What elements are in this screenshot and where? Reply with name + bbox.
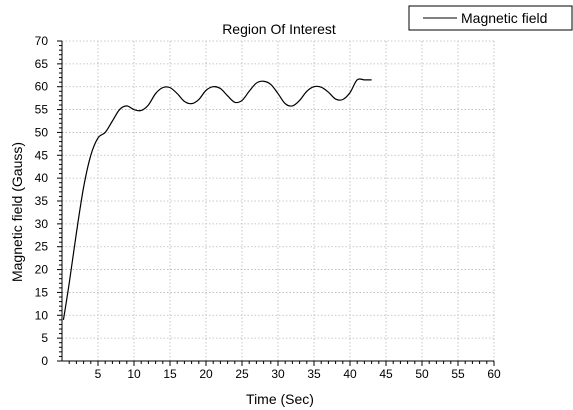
y-tick-label: 70: [35, 34, 49, 48]
y-tick-label: 40: [35, 171, 49, 185]
y-tick-label: 65: [35, 57, 49, 71]
y-tick-label: 10: [35, 308, 49, 322]
y-tick-label: 45: [35, 148, 49, 162]
x-tick-label: 20: [199, 367, 213, 381]
chart-title: Region Of Interest: [222, 21, 336, 37]
x-tick-label: 40: [343, 367, 357, 381]
ticks: 5 10 15 20 25 30 35 40 45 50 55 60 0 5 10 15 20 25 30 35 40 4…: [35, 34, 501, 381]
axes: [61, 41, 494, 362]
x-tick-label: 45: [379, 367, 393, 381]
y-tick-label: 0: [41, 354, 48, 368]
y-tick-label: 20: [35, 263, 49, 277]
x-tick-label: 35: [307, 367, 321, 381]
y-tick-label: 35: [35, 194, 49, 208]
y-axis-title: Magnetic field (Gauss): [9, 142, 25, 282]
x-tick-label: 10: [127, 367, 141, 381]
x-tick-label: 25: [235, 367, 249, 381]
x-axis-title: Time (Sec): [246, 391, 314, 407]
series: [62, 78, 372, 320]
series-line-magnetic-field: [62, 78, 372, 320]
x-tick-label: 55: [451, 367, 465, 381]
y-tick-label: 55: [35, 103, 49, 117]
x-tick-label: 30: [271, 367, 285, 381]
x-tick-label: 15: [163, 367, 177, 381]
x-tick-label: 50: [415, 367, 429, 381]
grid: [62, 40, 495, 361]
y-tick-label: 30: [35, 217, 49, 231]
x-tick-label: 5: [95, 367, 102, 381]
legend: Magnetic field: [408, 5, 573, 31]
y-tick-label: 60: [35, 80, 49, 94]
y-tick-label: 15: [35, 285, 49, 299]
y-tick-label: 5: [41, 331, 48, 345]
y-tick-label: 50: [35, 125, 49, 139]
x-tick-label: 60: [487, 367, 501, 381]
y-tick-label: 25: [35, 240, 49, 254]
legend-label-magnetic-field: Magnetic field: [461, 10, 547, 26]
